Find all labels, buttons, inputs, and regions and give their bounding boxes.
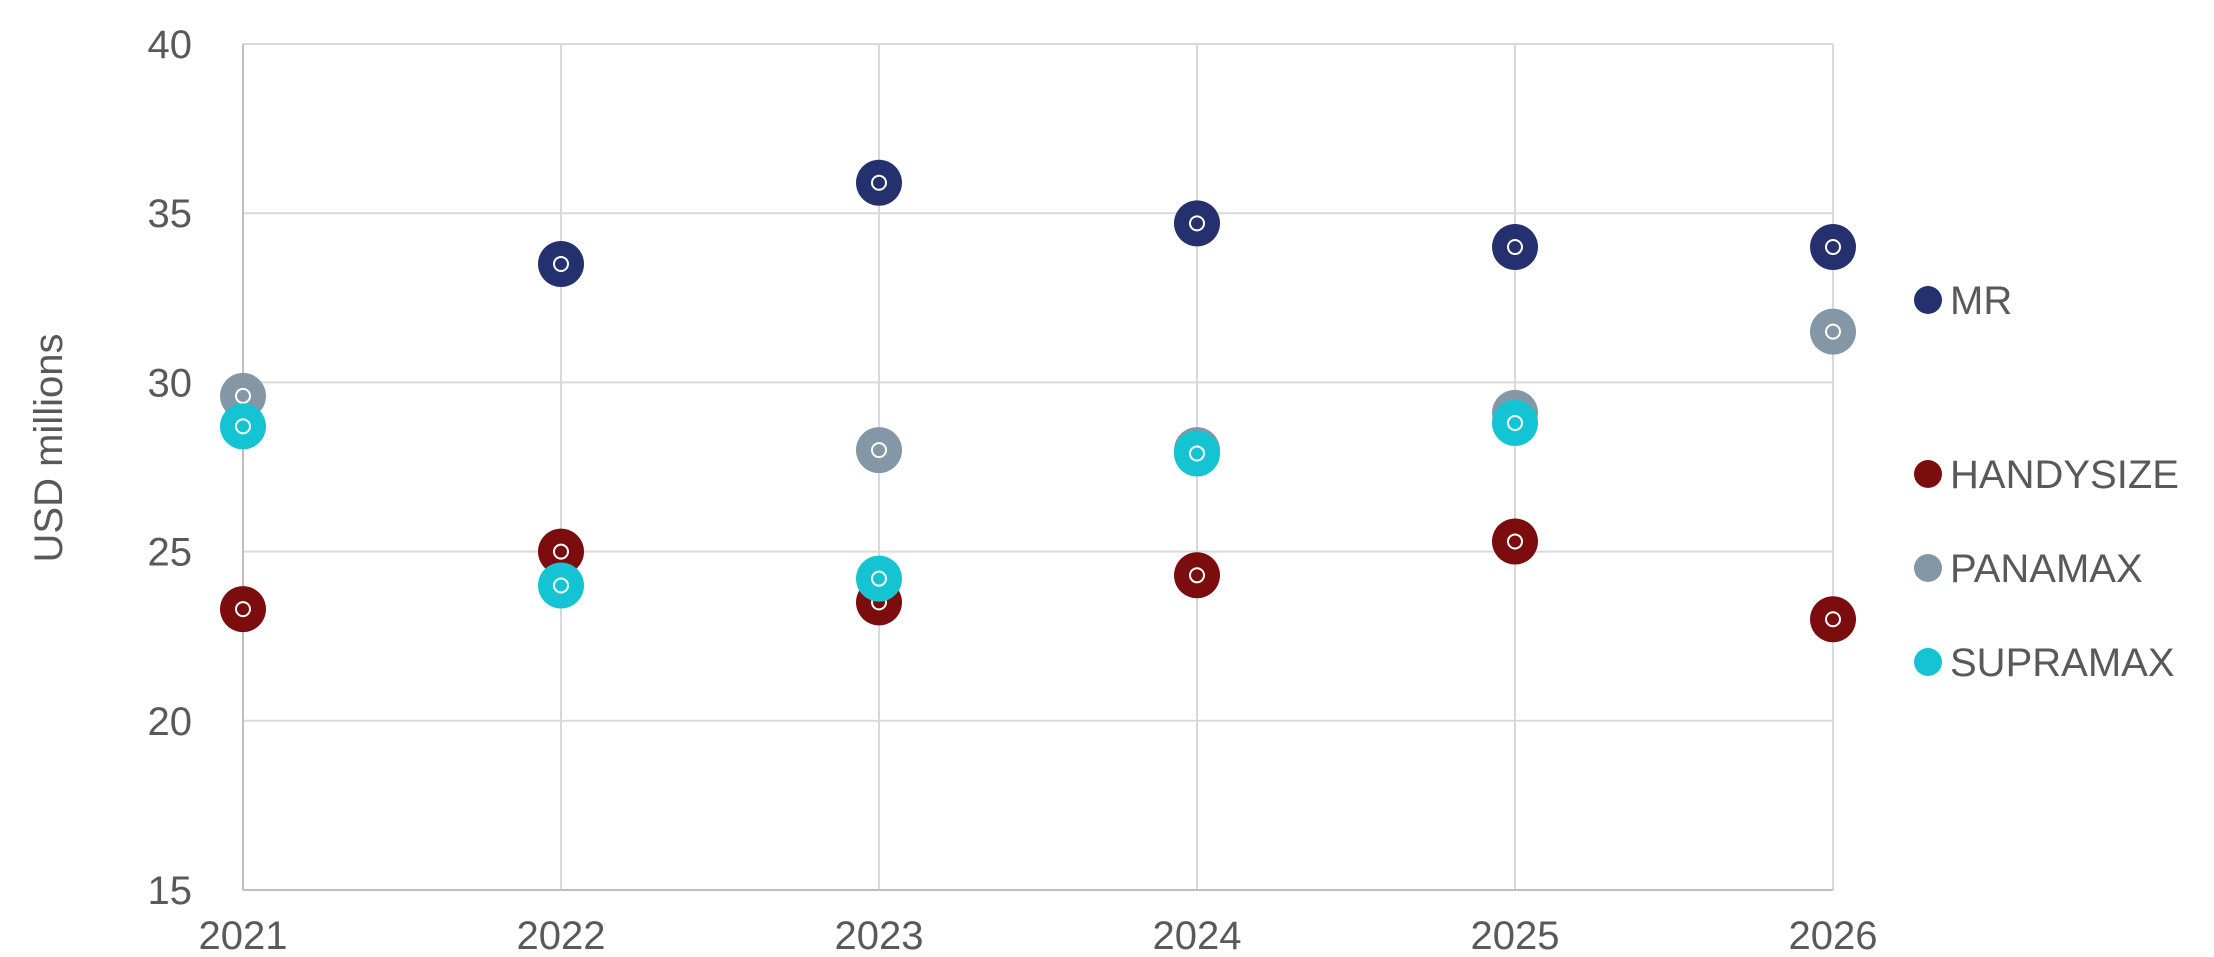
data-point	[220, 586, 266, 633]
data-point	[1174, 200, 1220, 247]
point-marker	[1492, 400, 1538, 447]
point-marker-center	[553, 255, 569, 272]
point-marker-center	[1189, 445, 1205, 462]
point-marker	[1810, 308, 1856, 355]
y-tick-label: 35	[148, 192, 193, 236]
point-marker	[1810, 224, 1856, 271]
legend-label: PANAMAX	[1950, 547, 2143, 591]
data-point	[856, 159, 902, 206]
data-points	[220, 159, 1856, 643]
legend: MR HANDYSIZE PANAMAX SUPRAMAX	[1914, 279, 2179, 685]
point-marker-center	[1825, 239, 1841, 256]
series-handysize	[220, 518, 1856, 643]
data-point	[1492, 224, 1538, 271]
data-point	[1810, 596, 1856, 643]
data-point	[1492, 400, 1538, 447]
point-marker	[1492, 224, 1538, 271]
legend-marker	[1914, 286, 1942, 314]
point-marker	[538, 562, 584, 609]
data-point	[538, 528, 584, 575]
x-tick-label: 2021	[199, 914, 288, 957]
legend-label: SUPRAMAX	[1950, 641, 2175, 685]
x-tick-label: 2026	[1789, 914, 1878, 957]
data-point	[220, 403, 266, 450]
legend-marker	[1914, 648, 1942, 676]
point-marker-center	[1189, 215, 1205, 232]
point-marker	[1492, 518, 1538, 565]
point-marker	[538, 240, 584, 287]
point-marker-center	[871, 570, 887, 587]
point-marker	[1174, 552, 1220, 599]
point-marker	[538, 528, 584, 575]
data-point	[538, 562, 584, 609]
x-axis-ticks: 2021 2022 2023 2024 2025 2026	[199, 914, 1878, 957]
point-marker-center	[871, 442, 887, 459]
x-tick-label: 2025	[1471, 914, 1560, 957]
point-marker-center	[1507, 239, 1523, 256]
point-marker	[1810, 596, 1856, 643]
data-point	[1174, 430, 1220, 477]
series-mr	[538, 159, 1856, 287]
y-axis-title: USD millions	[27, 334, 71, 563]
x-tick-label: 2024	[1153, 914, 1242, 957]
legend-label: MR	[1950, 279, 2012, 323]
x-tick-label: 2022	[517, 914, 606, 957]
data-point	[856, 427, 902, 474]
point-marker-center	[553, 577, 569, 594]
point-marker-center	[1189, 567, 1205, 584]
series-panamax	[220, 308, 1856, 474]
point-marker	[856, 427, 902, 474]
point-marker-center	[1507, 533, 1523, 550]
point-marker	[220, 403, 266, 450]
y-tick-label: 40	[148, 23, 193, 67]
y-tick-label: 20	[148, 700, 193, 744]
x-tick-label: 2023	[835, 914, 924, 957]
point-marker	[1174, 200, 1220, 247]
point-marker-center	[871, 174, 887, 191]
y-tick-label: 15	[148, 869, 193, 913]
legend-marker	[1914, 554, 1942, 582]
legend-item-mr: MR	[1914, 279, 2012, 323]
legend-label: HANDYSIZE	[1950, 453, 2179, 497]
point-marker-center	[235, 418, 251, 435]
data-point	[856, 555, 902, 602]
y-axis-ticks: 15 20 25 30 35 40	[148, 23, 193, 913]
y-tick-label: 30	[148, 361, 193, 405]
point-marker	[1174, 430, 1220, 477]
point-marker	[856, 159, 902, 206]
point-marker-center	[235, 601, 251, 618]
data-point	[538, 240, 584, 287]
point-marker-center	[1507, 415, 1523, 432]
point-marker-center	[553, 543, 569, 560]
data-point	[1492, 518, 1538, 565]
data-point	[1174, 552, 1220, 599]
grid	[242, 43, 1834, 891]
point-marker	[856, 555, 902, 602]
data-point	[1810, 224, 1856, 271]
point-marker	[220, 586, 266, 633]
point-marker-center	[235, 387, 251, 404]
legend-item-panamax: PANAMAX	[1914, 547, 2143, 591]
point-marker-center	[1825, 611, 1841, 628]
series-supramax	[220, 400, 1538, 609]
point-marker-center	[1825, 323, 1841, 340]
y-tick-label: 25	[148, 531, 193, 575]
legend-item-supramax: SUPRAMAX	[1914, 641, 2175, 685]
legend-marker	[1914, 460, 1942, 488]
legend-item-handysize: HANDYSIZE	[1914, 453, 2179, 497]
data-point	[1810, 308, 1856, 355]
